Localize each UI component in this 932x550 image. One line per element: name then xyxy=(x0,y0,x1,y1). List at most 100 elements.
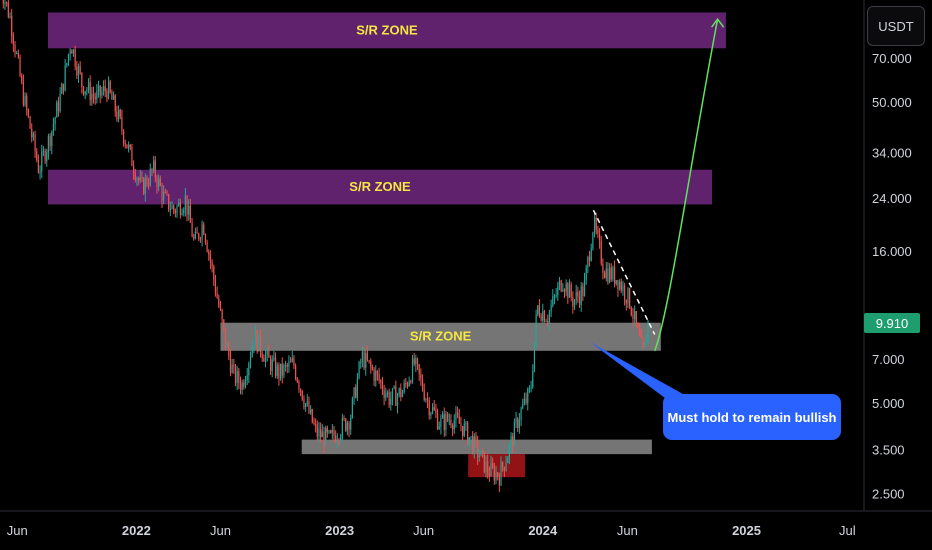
candle xyxy=(76,61,78,79)
candle-body xyxy=(206,242,208,252)
candle-body xyxy=(593,217,596,233)
candle xyxy=(348,420,350,438)
candle xyxy=(234,363,237,387)
candle-body xyxy=(338,439,340,441)
candle-body xyxy=(540,315,542,321)
candle-body xyxy=(229,355,232,373)
candle xyxy=(393,385,395,390)
candle-body xyxy=(52,124,55,132)
candle xyxy=(139,170,141,184)
candle xyxy=(51,130,53,155)
candle xyxy=(588,250,591,267)
candle-body xyxy=(112,95,115,100)
candle xyxy=(600,235,602,266)
candle xyxy=(418,363,420,382)
candle-body xyxy=(186,195,188,215)
candle xyxy=(154,156,156,183)
candle-body xyxy=(101,91,103,96)
candle xyxy=(593,212,596,238)
candle-body xyxy=(443,414,445,430)
candle xyxy=(14,41,16,58)
candle-body xyxy=(89,82,91,101)
candle-body xyxy=(415,358,417,365)
candle xyxy=(191,218,193,238)
candle xyxy=(505,455,507,472)
candle-body xyxy=(450,420,452,426)
candle-body xyxy=(453,420,455,430)
candle xyxy=(183,207,185,217)
candle-body xyxy=(127,144,130,149)
candle-body xyxy=(119,109,121,117)
candle xyxy=(575,284,577,305)
candle-body xyxy=(605,268,607,279)
candle-body xyxy=(71,50,73,54)
x-tick-label: Jun xyxy=(413,523,434,538)
candle xyxy=(475,431,477,448)
candle-body xyxy=(365,352,367,368)
candle xyxy=(59,87,61,113)
candle-body xyxy=(176,205,178,214)
candle xyxy=(321,424,323,438)
candle xyxy=(306,394,308,407)
candle xyxy=(77,63,80,83)
candle xyxy=(295,363,297,381)
candle xyxy=(602,258,604,280)
candle xyxy=(21,73,23,85)
candle-body xyxy=(346,422,348,431)
zone-layer: S/R ZONE S/R ZONE S/R ZONE xyxy=(48,12,726,478)
candle-body xyxy=(353,387,355,399)
candle-body xyxy=(69,50,71,55)
candle-body xyxy=(159,178,161,186)
candle xyxy=(131,143,133,167)
candle-body xyxy=(473,436,475,453)
candle-body xyxy=(406,383,409,386)
candle-body xyxy=(403,383,405,392)
currency-button[interactable]: USDT xyxy=(867,6,925,46)
candle xyxy=(158,174,160,192)
candle-body xyxy=(42,150,45,152)
time-axis[interactable]: Jun 2022 Jun 2023 Jun 2024 Jun 2025 Jul xyxy=(7,523,856,538)
candle xyxy=(174,208,176,218)
candle-body xyxy=(487,460,489,473)
candle xyxy=(336,433,338,448)
candle-body xyxy=(251,346,253,357)
candle-body xyxy=(261,352,263,359)
candle-body xyxy=(316,425,318,437)
candle-body xyxy=(612,267,614,280)
candle-body xyxy=(47,135,50,152)
candle-body xyxy=(510,436,512,445)
candle-body xyxy=(326,427,328,433)
candle xyxy=(94,92,96,105)
candle-body xyxy=(72,49,75,54)
candle xyxy=(597,225,599,239)
candle xyxy=(446,411,449,423)
candle-body xyxy=(16,53,18,55)
candle xyxy=(283,363,285,379)
candle xyxy=(460,416,462,432)
candle-body xyxy=(515,418,517,422)
candle-body xyxy=(300,388,302,391)
candle-body xyxy=(438,426,440,430)
y-tick-label: 34.000 xyxy=(872,145,912,160)
candle xyxy=(278,362,280,386)
candle xyxy=(69,48,71,61)
candle-body xyxy=(126,144,128,149)
y-tick-label: 3.500 xyxy=(872,442,905,457)
candle xyxy=(89,75,91,106)
candle-body xyxy=(548,311,551,323)
y-tick-label: 70.000 xyxy=(872,51,912,66)
candle-body xyxy=(502,462,504,467)
candle xyxy=(403,379,405,394)
candle xyxy=(251,340,253,358)
candle xyxy=(87,78,90,94)
candle-layer xyxy=(2,0,649,493)
candle-body xyxy=(193,236,195,239)
x-tick-label: 2022 xyxy=(122,523,151,538)
candle-body xyxy=(520,408,522,420)
candle xyxy=(351,396,353,419)
candle-body xyxy=(276,364,278,376)
candle xyxy=(161,182,163,208)
candle-body xyxy=(411,358,414,383)
price-axis[interactable]: 2.500 3.500 5.000 7.000 16.000 24.000 34.000 50… xyxy=(872,51,912,501)
